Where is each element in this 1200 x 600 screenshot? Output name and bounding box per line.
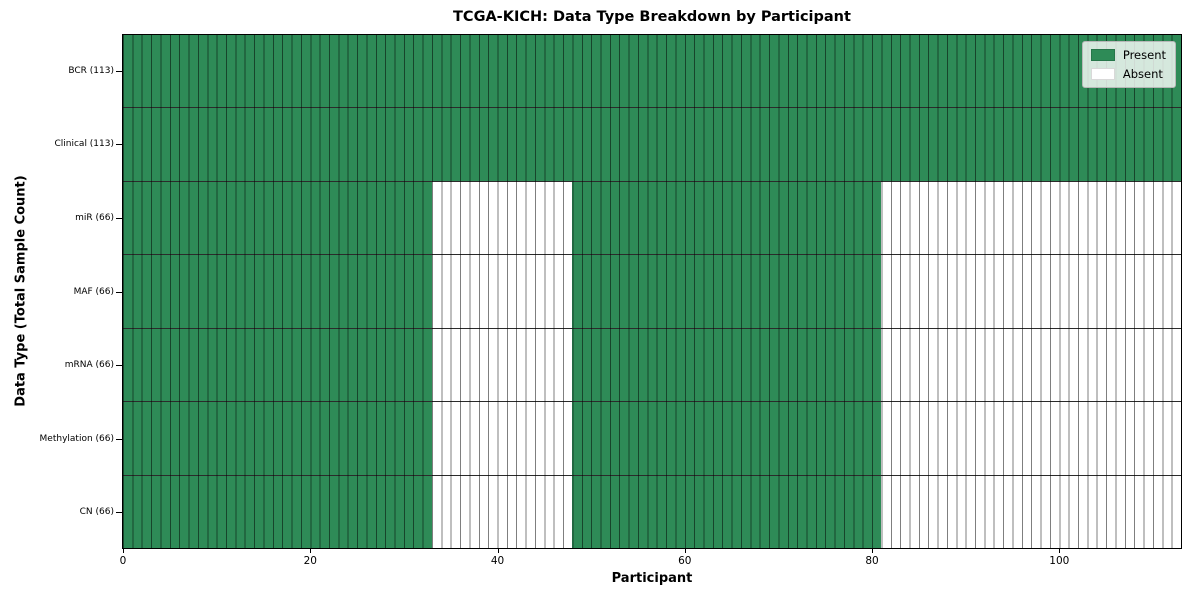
x-tick-mark: [872, 549, 874, 553]
y-tick-label-miR: miR (66): [75, 212, 114, 223]
x-tick-mark: [684, 549, 686, 553]
x-tick-label-60: 60: [678, 555, 692, 567]
x-tick-label-100: 100: [1049, 555, 1070, 567]
chart-title: TCGA-KICH: Data Type Breakdown by Partic…: [453, 9, 851, 25]
x-tick-mark: [497, 549, 499, 553]
x-axis-label: Participant: [611, 571, 693, 586]
x-tick-mark: [310, 549, 312, 553]
y-tick-label-MAF: MAF (66): [73, 286, 114, 297]
y-tick-label-BCR: BCR (113): [68, 65, 114, 76]
x-tick-label-0: 0: [119, 555, 127, 567]
x-tick-mark: [1059, 549, 1061, 553]
legend-item-present: Present: [1090, 48, 1166, 62]
legend-swatch-present: [1090, 49, 1115, 61]
y-tick-mark: [116, 365, 122, 367]
legend-swatch-absent: [1090, 68, 1115, 80]
y-tick-mark: [116, 144, 122, 146]
y-tick-mark: [116, 512, 122, 514]
legend: Present Absent: [1081, 41, 1176, 88]
legend-label-absent: Absent: [1122, 67, 1163, 81]
legend-item-absent: Absent: [1090, 67, 1166, 81]
y-tick-mark: [116, 70, 122, 72]
x-tick-label-20: 20: [303, 555, 317, 567]
y-tick-mark: [116, 217, 122, 219]
y-tick-label-mRNA: mRNA (66): [64, 360, 114, 371]
y-tick-mark: [116, 291, 122, 293]
x-tick-label-80: 80: [865, 555, 879, 567]
x-tick-label-40: 40: [490, 555, 505, 567]
y-tick-label-Clinical: Clinical (113): [54, 139, 114, 150]
y-tick-label-Methylation: Methylation (66): [39, 433, 114, 444]
y-tick-mark: [116, 438, 122, 440]
legend-label-present: Present: [1122, 48, 1166, 62]
y-tick-label-CN: CN (66): [79, 507, 114, 518]
x-tick-mark: [123, 549, 124, 553]
